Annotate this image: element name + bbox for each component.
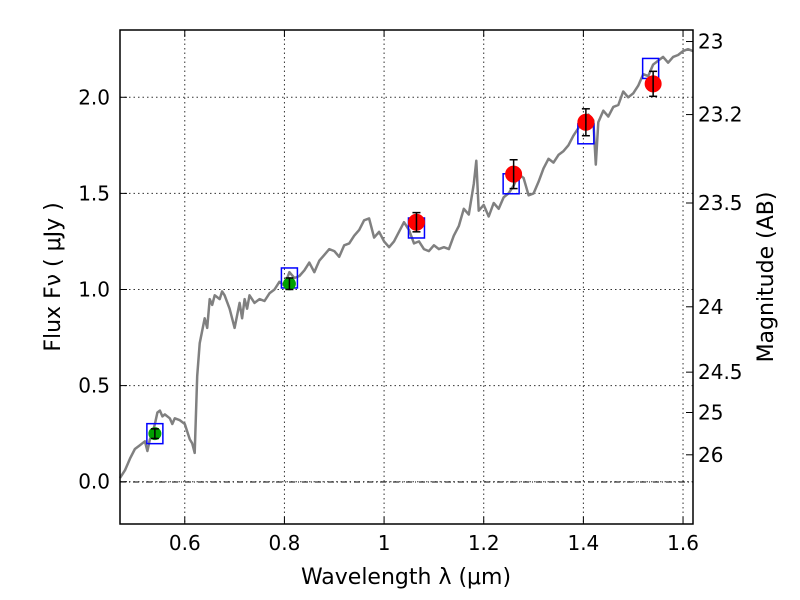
y-tick-label: 0.5 bbox=[78, 374, 110, 398]
right-axis-title: Magnitude (AB) bbox=[754, 192, 779, 363]
x-tick-label: 1.4 bbox=[567, 531, 599, 555]
ticks: 0.6 0.8 1 1.2 1.4 1.6 0.0 0.5 1.0 1.5 2.0 23 23.2 23.… bbox=[78, 30, 742, 555]
synthetic-flux-square bbox=[146, 422, 164, 445]
right-tick-label: 26 bbox=[698, 443, 723, 467]
model-spectrum-line bbox=[118, 47, 694, 479]
plot-frame bbox=[119, 29, 694, 525]
data-layer bbox=[118, 47, 694, 479]
x-tick-label: 0.8 bbox=[269, 531, 301, 555]
x-tick-label: 1.6 bbox=[667, 531, 699, 555]
right-tick-label: 23 bbox=[698, 30, 723, 54]
y-tick-label: 1.5 bbox=[78, 181, 110, 205]
right-tick-label: 23.2 bbox=[698, 103, 743, 127]
right-tick-label: 25 bbox=[698, 401, 723, 425]
right-tick-label: 24 bbox=[698, 295, 723, 319]
right-tick-label: 24.5 bbox=[698, 360, 743, 384]
y-tick-label: 2.0 bbox=[78, 85, 110, 109]
y-axis-title: Flux Fν ( μJy ) bbox=[41, 202, 66, 351]
right-tick-label: 23.5 bbox=[698, 191, 743, 215]
x-tick-label: 1 bbox=[378, 531, 391, 555]
grid bbox=[120, 30, 693, 524]
x-tick-label: 1.2 bbox=[468, 531, 500, 555]
y-tick-label: 1.0 bbox=[78, 277, 110, 301]
x-tick-label: 0.6 bbox=[169, 531, 201, 555]
y-tick-label: 0.0 bbox=[78, 470, 110, 494]
x-axis-title: Wavelength λ (μm) bbox=[301, 565, 511, 590]
